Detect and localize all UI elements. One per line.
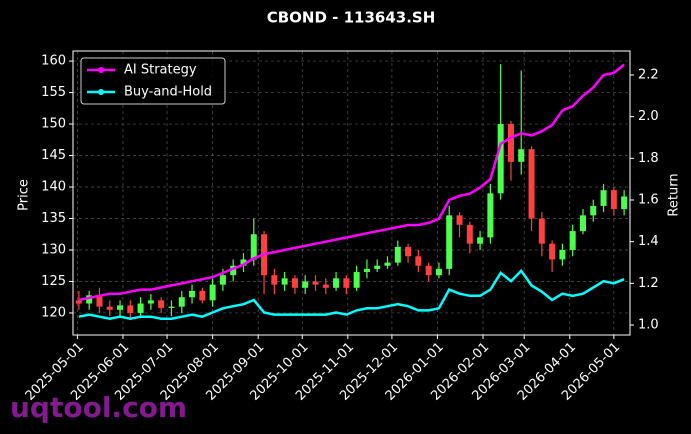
candle-body <box>281 278 288 285</box>
candle-body <box>302 281 309 288</box>
y2-tick-label: 1.2 <box>638 276 659 291</box>
candle-body <box>538 218 545 244</box>
candle-body <box>333 278 340 288</box>
candle-body <box>96 295 103 307</box>
legend-marker <box>98 89 104 95</box>
y-tick-label: 145 <box>41 148 66 163</box>
candle-body <box>199 290 206 301</box>
legend-label: AI Strategy <box>124 63 197 78</box>
y-tick-label: 160 <box>41 54 66 69</box>
candle-body <box>353 272 360 288</box>
legend-marker <box>98 67 104 73</box>
y2-tick-label: 2.2 <box>638 67 659 82</box>
y2-tick-label: 1.6 <box>638 192 659 207</box>
candle-body <box>363 268 370 273</box>
y-axis-label: Price <box>17 179 32 211</box>
candle-body <box>384 262 391 266</box>
candle-body <box>75 300 82 304</box>
candle-body <box>466 224 473 244</box>
y-tick-label: 135 <box>41 211 66 226</box>
candle-body <box>621 196 628 210</box>
candle-body <box>189 290 196 298</box>
y-tick-label: 130 <box>41 242 66 257</box>
candle-body <box>209 284 216 301</box>
candle-body <box>497 124 504 194</box>
candle-body <box>456 215 463 225</box>
y-tick-label: 150 <box>41 117 66 132</box>
candle-body <box>168 306 175 308</box>
candle-body <box>394 246 401 263</box>
candle-body <box>343 278 350 288</box>
legend-box <box>80 57 226 105</box>
candle-body <box>559 249 566 260</box>
candle-body <box>528 149 535 219</box>
candle-body <box>590 205 597 216</box>
candle-body <box>487 193 494 238</box>
candle-body <box>415 256 422 266</box>
candle-body <box>240 259 247 266</box>
candle-body <box>127 305 134 313</box>
candle-body <box>435 268 442 276</box>
candle-body <box>147 300 154 304</box>
candle-body <box>518 149 525 162</box>
candle-body <box>507 124 514 162</box>
y-tick-label: 155 <box>41 85 66 100</box>
candle-body <box>250 234 257 260</box>
y-tick-label: 120 <box>41 305 66 320</box>
candle-body <box>291 278 298 288</box>
y2-tick-label: 1.0 <box>638 317 659 332</box>
candle-body <box>178 297 185 307</box>
candle-body <box>117 305 124 310</box>
candle-body <box>312 281 319 285</box>
candle-body <box>271 275 278 285</box>
y2-tick-label: 1.8 <box>638 151 659 166</box>
y-tick-label: 140 <box>41 180 66 195</box>
y2-axis-label: Return <box>667 173 682 216</box>
candle-body <box>158 300 165 308</box>
candle-body <box>137 303 144 313</box>
candle-body <box>477 237 484 244</box>
watermark: uqtool.com <box>10 391 187 424</box>
candle-body <box>446 215 453 269</box>
y2-tick-label: 2.0 <box>638 109 659 124</box>
y2-tick-label: 1.4 <box>638 234 659 249</box>
candle-body <box>230 265 237 276</box>
candle-body <box>569 231 576 250</box>
candle-body <box>600 190 607 206</box>
candle-body <box>405 246 412 257</box>
candle-body <box>425 265 432 276</box>
legend-label: Buy-and-Hold <box>124 85 212 100</box>
candle-body <box>374 265 381 269</box>
candle-body <box>610 190 617 210</box>
return-line <box>78 268 625 320</box>
candle-body <box>322 284 329 288</box>
candle-body <box>549 243 556 260</box>
chart-title: CBOND - 113643.SH <box>267 9 436 27</box>
y-tick-label: 125 <box>41 274 66 289</box>
candle-body <box>106 306 113 310</box>
candle-body <box>579 215 586 232</box>
candle-body <box>86 295 93 304</box>
return-line <box>78 63 625 302</box>
plot-frame <box>72 50 631 336</box>
candle-body <box>219 275 226 285</box>
